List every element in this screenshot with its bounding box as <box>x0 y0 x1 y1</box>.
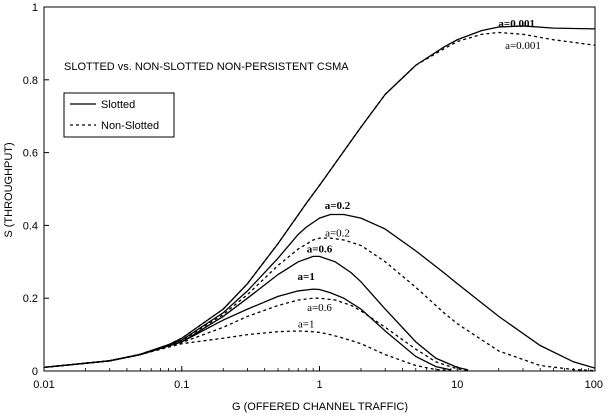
y-tick-label: 0.4 <box>23 220 38 232</box>
series-line-slotted-2 <box>43 213 596 369</box>
curve-labels: a=0.001 a=0.001 a=0.2 a=0.2 a=0.6 a=0.6 a=1 a=1 <box>298 18 541 330</box>
series-line-non-slotted-1 <box>43 31 596 369</box>
legend: Slotted Non-Slotted <box>63 92 175 138</box>
x-axis-ticks: 0.01 0.1 1 10 100 <box>33 366 603 391</box>
curve-label-3: a=0.2 <box>325 227 350 239</box>
x-tick-label: 0.1 <box>174 379 189 391</box>
x-axis-label: G (OFFERED CHANNEL TRAFFIC) <box>232 401 408 413</box>
series-line-slotted-6 <box>43 288 452 371</box>
legend-label-non-slotted: Non-Slotted <box>101 120 159 132</box>
x-tick-label: 0.01 <box>33 379 54 391</box>
y-axis-ticks: 0 0.2 0.4 0.6 0.8 1 <box>23 2 49 378</box>
legend-label-slotted: Slotted <box>101 99 135 111</box>
y-tick-label: 0 <box>32 366 38 378</box>
legend-box <box>63 92 175 138</box>
y-tick-label: 1 <box>32 2 38 14</box>
curve-label-7: a=1 <box>298 318 315 330</box>
series-line-non-slotted-3 <box>43 237 596 372</box>
x-tick-label: 10 <box>451 379 463 391</box>
y-tick-label: 0.8 <box>23 75 38 87</box>
curve-label-4: a=0.6 <box>307 244 333 256</box>
curve-label-2: a=0.2 <box>325 200 351 212</box>
chart-title: SLOTTED vs. NON-SLOTTED NON-PERSISTENT C… <box>64 61 349 73</box>
x-tick-label: 1 <box>316 379 322 391</box>
series-group <box>43 25 596 372</box>
curve-label-6: a=1 <box>298 271 315 283</box>
curve-label-0: a=0.001 <box>498 18 535 30</box>
curve-label-1: a=0.001 <box>505 40 541 52</box>
curve-label-5: a=0.6 <box>307 302 332 314</box>
y-tick-label: 0.2 <box>23 293 38 305</box>
y-axis-label: S (THROUGHPUT) <box>3 142 15 237</box>
series-line-non-slotted-7 <box>43 330 451 372</box>
x-tick-label: 100 <box>585 379 603 391</box>
y-tick-label: 0.6 <box>23 148 38 160</box>
